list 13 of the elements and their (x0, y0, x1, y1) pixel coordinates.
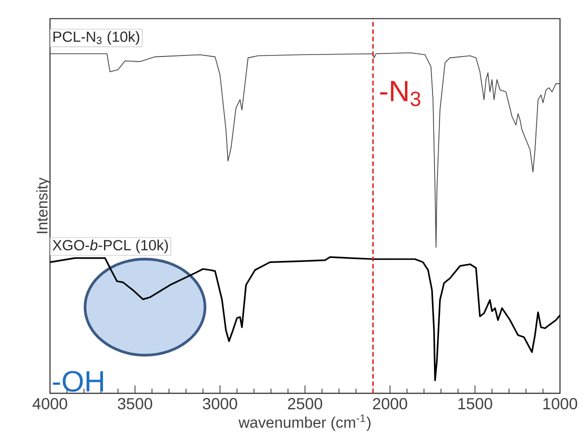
x-tick-label: 2000 (372, 398, 408, 410)
x-tick-label: 4000 (32, 398, 68, 410)
series-label: XGO-b-PCL (10k) (52, 240, 168, 254)
annotation: -N$_{3}$ (380, 80, 420, 106)
x-axis-title: wavenumber (cm$^{-1}$) (238, 414, 370, 431)
x-tick-label: 1500 (458, 398, 492, 410)
annotation: -OH (52, 370, 103, 392)
series-label: PCL-N$_{3}$ (10k) (53, 31, 140, 45)
y-axis-title: Intensity (36, 177, 51, 234)
x-tick-label: 2500 (288, 398, 322, 410)
x-tick-label: 1000 (543, 398, 578, 410)
x-tick-label: 3500 (118, 398, 152, 410)
x-tick-label: 3000 (202, 398, 238, 410)
